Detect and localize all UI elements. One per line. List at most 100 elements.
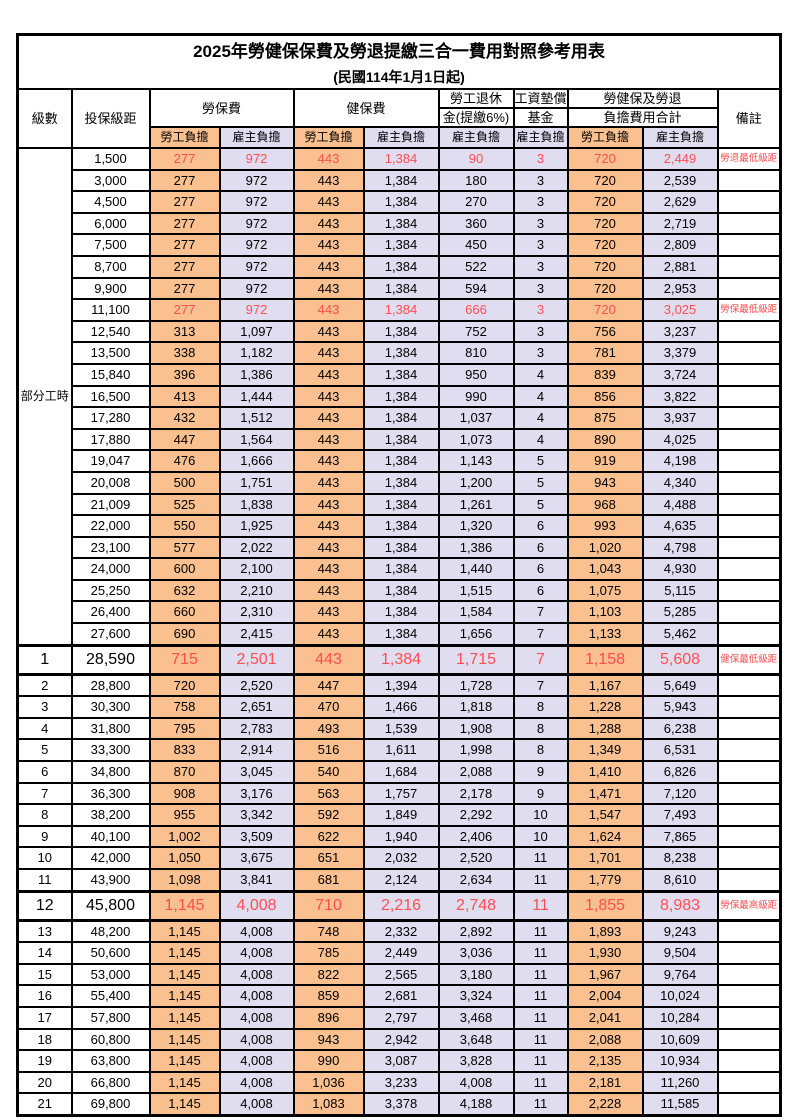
health-employee-cell: 443	[292, 449, 365, 473]
pension-employer-cell: 450	[437, 233, 515, 257]
health-employee-cell: 443	[292, 147, 365, 171]
health-employee-cell: 443	[292, 319, 365, 344]
col-header-wage-fund-line2: 基金	[512, 107, 569, 128]
total-employer-cell: 2,629	[641, 190, 719, 214]
wage-fund-employer-cell: 9	[512, 760, 569, 784]
labor-employee-cell: 447	[148, 427, 221, 452]
total-employee-cell: 919	[566, 449, 644, 473]
total-employer-cell: 10,284	[641, 1005, 719, 1030]
bracket-cell: 50,600	[70, 941, 151, 965]
total-employer-cell: 2,719	[641, 211, 719, 236]
bracket-cell: 9,900	[70, 276, 151, 301]
wage-fund-employer-cell: 7	[512, 600, 569, 625]
pension-employer-cell: 3,180	[437, 962, 515, 987]
labor-employer-cell: 2,501	[218, 643, 295, 676]
total-employee-cell: 1,967	[566, 962, 644, 987]
remark-cell	[716, 449, 782, 473]
bracket-cell: 57,800	[70, 1005, 151, 1030]
total-employer-cell: 8,238	[641, 846, 719, 870]
labor-employee-cell: 1,145	[148, 1049, 221, 1073]
pension-employer-cell: 3,828	[437, 1049, 515, 1073]
labor-employer-cell: 3,176	[218, 781, 295, 806]
remark-cell	[716, 492, 782, 517]
labor-employer-cell: 1,751	[218, 470, 295, 495]
remark-cell	[716, 1092, 782, 1117]
labor-employer-cell: 972	[218, 233, 295, 257]
total-employee-cell: 720	[566, 168, 644, 193]
health-employer-cell: 1,466	[362, 695, 440, 719]
remark-cell	[716, 673, 782, 698]
col-header-pension-line1: 勞工退休	[437, 88, 515, 109]
remark-cell	[716, 716, 782, 741]
labor-employer-cell: 972	[218, 168, 295, 193]
bracket-cell: 22,000	[70, 514, 151, 538]
col-header-remark: 備註	[716, 88, 782, 149]
total-employer-cell: 5,115	[641, 578, 719, 603]
labor-employee-cell: 525	[148, 492, 221, 517]
labor-employee-cell: 1,145	[148, 889, 221, 922]
total-employee-cell: 1,167	[566, 673, 644, 698]
total-employee-cell: 839	[566, 362, 644, 387]
total-employer-cell: 5,608	[641, 643, 719, 676]
labor-employer-cell: 2,210	[218, 578, 295, 603]
total-employee-cell: 2,004	[566, 984, 644, 1008]
remark-cell	[716, 535, 782, 560]
total-employer-cell: 5,462	[641, 622, 719, 647]
table-row: 21 69,800 1,145 4,008 1,083 3,378 4,188 11 2,228…	[16, 1092, 782, 1117]
wage-fund-employer-cell: 8	[512, 716, 569, 741]
remark-cell	[716, 211, 782, 236]
table-row: 11,100 277 972 443 1,384 666 3 720 3,025 勞保最低級距	[18, 298, 782, 322]
health-employee-cell: 443	[292, 406, 365, 430]
health-employer-cell: 1,849	[362, 803, 440, 827]
table-row: 9,900 277 972 443 1,384 594 3 720 2,953	[18, 276, 782, 301]
health-employer-cell: 2,681	[362, 984, 440, 1008]
pension-employer-cell: 1,440	[437, 557, 515, 581]
bracket-cell: 63,800	[70, 1049, 151, 1073]
bracket-cell: 13,500	[70, 341, 151, 365]
remark-cell	[716, 514, 782, 538]
labor-employee-cell: 1,050	[148, 846, 221, 870]
total-employer-cell: 5,943	[641, 695, 719, 719]
labor-employer-cell: 4,008	[218, 1027, 295, 1052]
level-cell: 12	[16, 889, 73, 922]
health-employee-cell: 443	[292, 470, 365, 495]
wage-fund-employer-cell: 5	[512, 449, 569, 473]
labor-employee-cell: 500	[148, 470, 221, 495]
health-employer-cell: 1,384	[362, 427, 440, 452]
total-employer-cell: 10,024	[641, 984, 719, 1008]
health-employee-cell: 443	[292, 254, 365, 279]
wage-fund-employer-cell: 7	[512, 622, 569, 647]
table-row: 9 40,100 1,002 3,509 622 1,940 2,406 10 1,624 7,8…	[16, 824, 782, 849]
bracket-cell: 1,500	[70, 147, 151, 171]
remark-cell	[716, 319, 782, 344]
level-cell: 21	[16, 1092, 73, 1117]
subheader-total-employee: 勞工負擔	[566, 126, 644, 149]
table-row: 3,000 277 972 443 1,384 180 3 720 2,539	[18, 168, 782, 193]
labor-employee-cell: 277	[148, 147, 221, 171]
bracket-cell: 38,200	[70, 803, 151, 827]
health-employee-cell: 443	[292, 341, 365, 365]
health-employee-cell: 443	[292, 427, 365, 452]
labor-employee-cell: 1,145	[148, 1027, 221, 1052]
subheader-labor-employee: 勞工負擔	[148, 126, 221, 149]
total-employer-cell: 7,865	[641, 824, 719, 849]
bracket-cell: 16,500	[70, 384, 151, 409]
table-row: 14 50,600 1,145 4,008 785 2,449 3,036 11 1,930 9,…	[16, 941, 782, 965]
remark-cell	[716, 600, 782, 625]
labor-employee-cell: 632	[148, 578, 221, 603]
health-employee-cell: 622	[292, 824, 365, 849]
wage-fund-employer-cell: 11	[512, 919, 569, 944]
labor-employee-cell: 955	[148, 803, 221, 827]
remark-cell	[716, 941, 782, 965]
health-employee-cell: 443	[292, 362, 365, 387]
health-employer-cell: 1,384	[362, 622, 440, 647]
total-employer-cell: 11,585	[641, 1092, 719, 1117]
table-row: 26,400 660 2,310 443 1,384 1,584 7 1,103 5,285	[18, 600, 782, 625]
level-cell: 11	[16, 867, 73, 893]
pension-employer-cell: 1,143	[437, 449, 515, 473]
wage-fund-employer-cell: 11	[512, 984, 569, 1008]
pension-employer-cell: 752	[437, 319, 515, 344]
table-row: 22,000 550 1,925 443 1,384 1,320 6 993 4,635	[18, 514, 782, 538]
pension-employer-cell: 2,892	[437, 919, 515, 944]
pension-employer-cell: 1,073	[437, 427, 515, 452]
